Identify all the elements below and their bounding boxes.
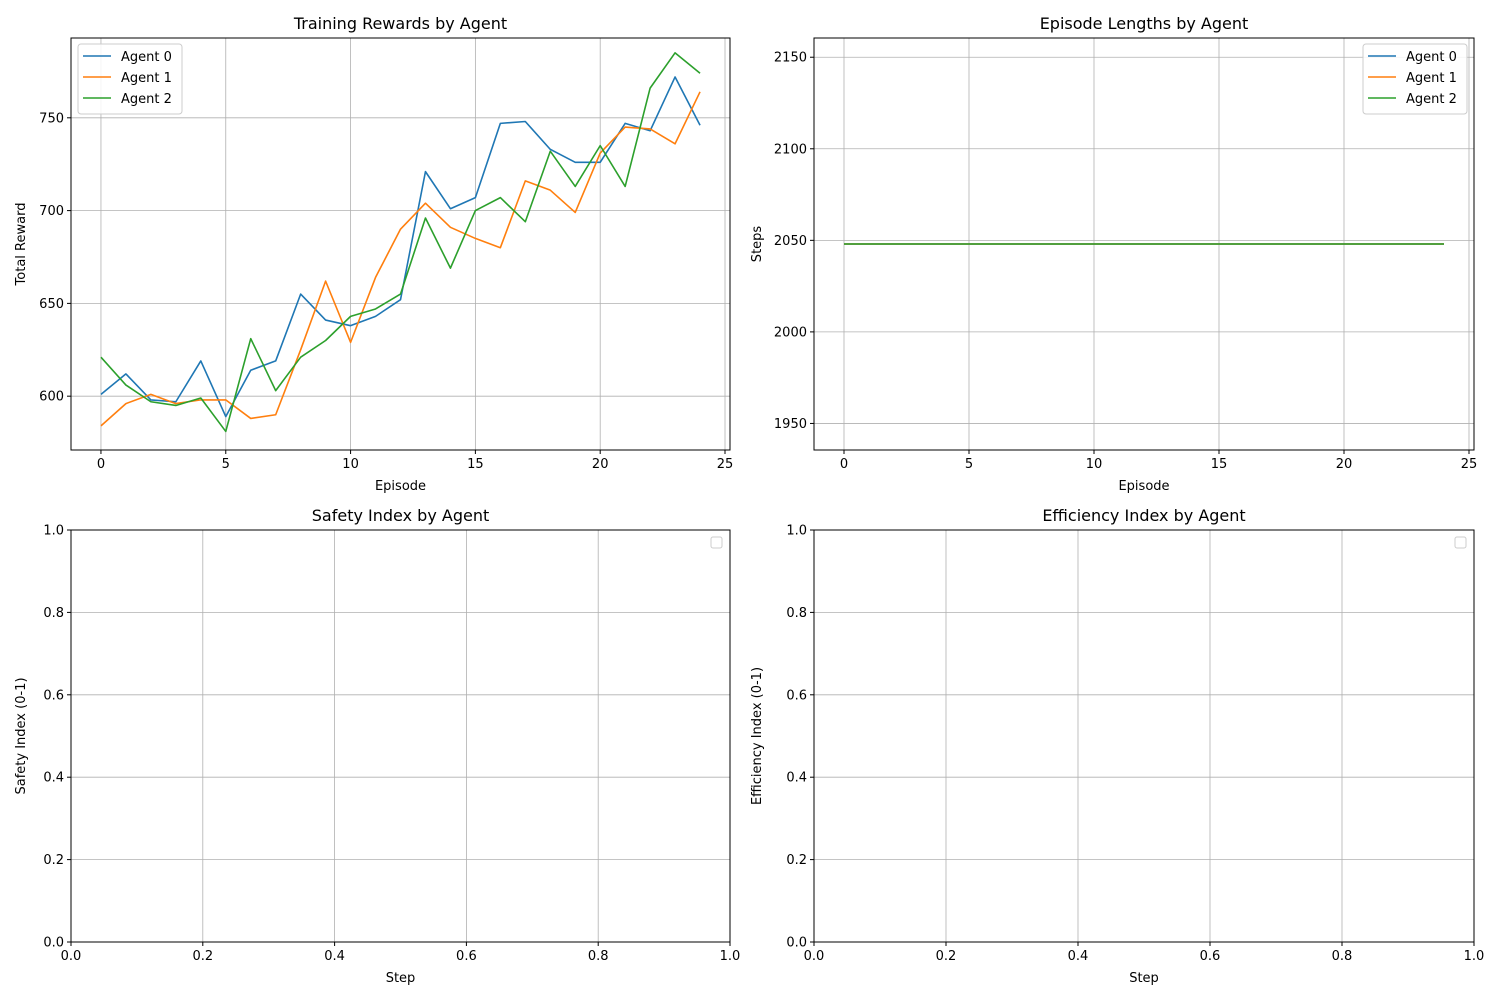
series-line-agent-0 xyxy=(100,76,701,418)
legend xyxy=(1454,536,1467,549)
y-axis-label: Safety Index (0-1) xyxy=(14,677,29,794)
x-tick-label: 0.2 xyxy=(192,949,213,964)
y-tick-label: 650 xyxy=(39,297,64,312)
x-tick-label: 5 xyxy=(222,457,230,472)
x-tick-label: 0.4 xyxy=(1068,949,1089,964)
axes-frame xyxy=(813,529,1475,943)
x-tick-label: 20 xyxy=(1336,457,1353,472)
y-tick-label: 2150 xyxy=(774,51,807,66)
x-tick-label: 25 xyxy=(717,457,734,472)
x-tick-label: 5 xyxy=(965,457,973,472)
legend-label-agent-1: Agent 1 xyxy=(121,71,172,86)
x-axis-label: Step xyxy=(386,971,416,986)
y-tick-label: 2050 xyxy=(774,234,807,249)
legend-box-empty xyxy=(710,536,723,549)
x-tick-label: 10 xyxy=(1086,457,1103,472)
chart-panel-1: 0 5 10 15 20 25 1950 2000 2050 2100 2150 Episode Le… xyxy=(750,14,1477,494)
y-tick-label: 1.0 xyxy=(786,524,807,539)
y-tick-label: 0.4 xyxy=(43,771,64,786)
chart-panel-0: 0 5 10 15 20 25 600 650 700 750 Training Rewards b… xyxy=(14,14,733,494)
legend: Agent 0 Agent 1 Agent 2 xyxy=(1362,43,1468,115)
axes-frame xyxy=(70,37,731,451)
y-tick-label: 2000 xyxy=(774,325,807,340)
x-tick-label: 0.6 xyxy=(1200,949,1221,964)
y-tick-label: 0.6 xyxy=(786,688,807,703)
x-tick-label: 0 xyxy=(97,457,105,472)
x-tick-label: 0.6 xyxy=(456,949,477,964)
x-tick-label: 0.2 xyxy=(936,949,957,964)
x-tick-label: 1.0 xyxy=(720,949,741,964)
chart-title: Safety Index by Agent xyxy=(312,506,489,525)
legend-label-agent-0: Agent 0 xyxy=(121,50,172,65)
x-tick-label: 0.8 xyxy=(588,949,609,964)
series-line-agent-2 xyxy=(100,52,701,433)
chart-title: Episode Lengths by Agent xyxy=(1040,14,1249,33)
y-tick-label: 0.8 xyxy=(43,606,64,621)
legend-label-agent-0: Agent 0 xyxy=(1406,50,1457,65)
y-tick-label: 0.8 xyxy=(786,606,807,621)
x-tick-label: 0.0 xyxy=(804,949,825,964)
chart-panel-2: 0.0 0.2 0.4 0.6 0.8 1.0 0.0 0.2 0.4 0.6 0.8 1.0 Safe… xyxy=(14,506,740,986)
y-tick-label: 1.0 xyxy=(43,524,64,539)
axes-frame xyxy=(813,37,1475,451)
legend: Agent 0 Agent 1 Agent 2 xyxy=(77,43,183,115)
x-axis-label: Episode xyxy=(1118,479,1169,494)
chart-title: Efficiency Index by Agent xyxy=(1042,506,1245,525)
y-axis-label: Efficiency Index (0-1) xyxy=(750,667,765,805)
x-tick-label: 0.8 xyxy=(1332,949,1353,964)
y-tick-label: 600 xyxy=(39,390,64,405)
x-axis-label: Episode xyxy=(375,479,426,494)
y-tick-label: 0.0 xyxy=(786,936,807,951)
x-axis-label: Step xyxy=(1129,971,1159,986)
y-tick-label: 0.4 xyxy=(786,771,807,786)
y-tick-label: 750 xyxy=(39,111,64,126)
x-tick-label: 25 xyxy=(1461,457,1478,472)
x-tick-label: 1.0 xyxy=(1464,949,1485,964)
y-axis-label: Total Reward xyxy=(14,203,29,287)
legend-label-agent-2: Agent 2 xyxy=(121,92,172,107)
legend xyxy=(710,536,723,549)
chart-panel-3: 0.0 0.2 0.4 0.6 0.8 1.0 0.0 0.2 0.4 0.6 0.8 1.0 Effi… xyxy=(750,506,1484,986)
legend-box xyxy=(77,43,183,115)
y-tick-label: 0.6 xyxy=(43,688,64,703)
legend-label-agent-2: Agent 2 xyxy=(1406,92,1457,107)
x-tick-label: 10 xyxy=(342,457,359,472)
x-tick-label: 15 xyxy=(467,457,484,472)
y-tick-label: 0.2 xyxy=(786,853,807,868)
x-tick-label: 0.0 xyxy=(61,949,82,964)
y-tick-label: 2100 xyxy=(774,142,807,157)
legend-box-empty xyxy=(1454,536,1467,549)
y-tick-label: 0.0 xyxy=(43,936,64,951)
legend-label-agent-1: Agent 1 xyxy=(1406,71,1457,86)
x-tick-label: 0.4 xyxy=(324,949,345,964)
y-tick-label: 0.2 xyxy=(43,853,64,868)
series-line-agent-1 xyxy=(100,91,701,427)
y-tick-label: 1950 xyxy=(774,417,807,432)
x-tick-label: 20 xyxy=(592,457,609,472)
legend-box xyxy=(1362,43,1468,115)
y-tick-label: 700 xyxy=(39,204,64,219)
x-tick-label: 0 xyxy=(840,457,848,472)
x-tick-label: 15 xyxy=(1211,457,1228,472)
y-axis-label: Steps xyxy=(750,226,765,263)
chart-title: Training Rewards by Agent xyxy=(293,14,507,33)
axes-frame xyxy=(70,529,731,943)
